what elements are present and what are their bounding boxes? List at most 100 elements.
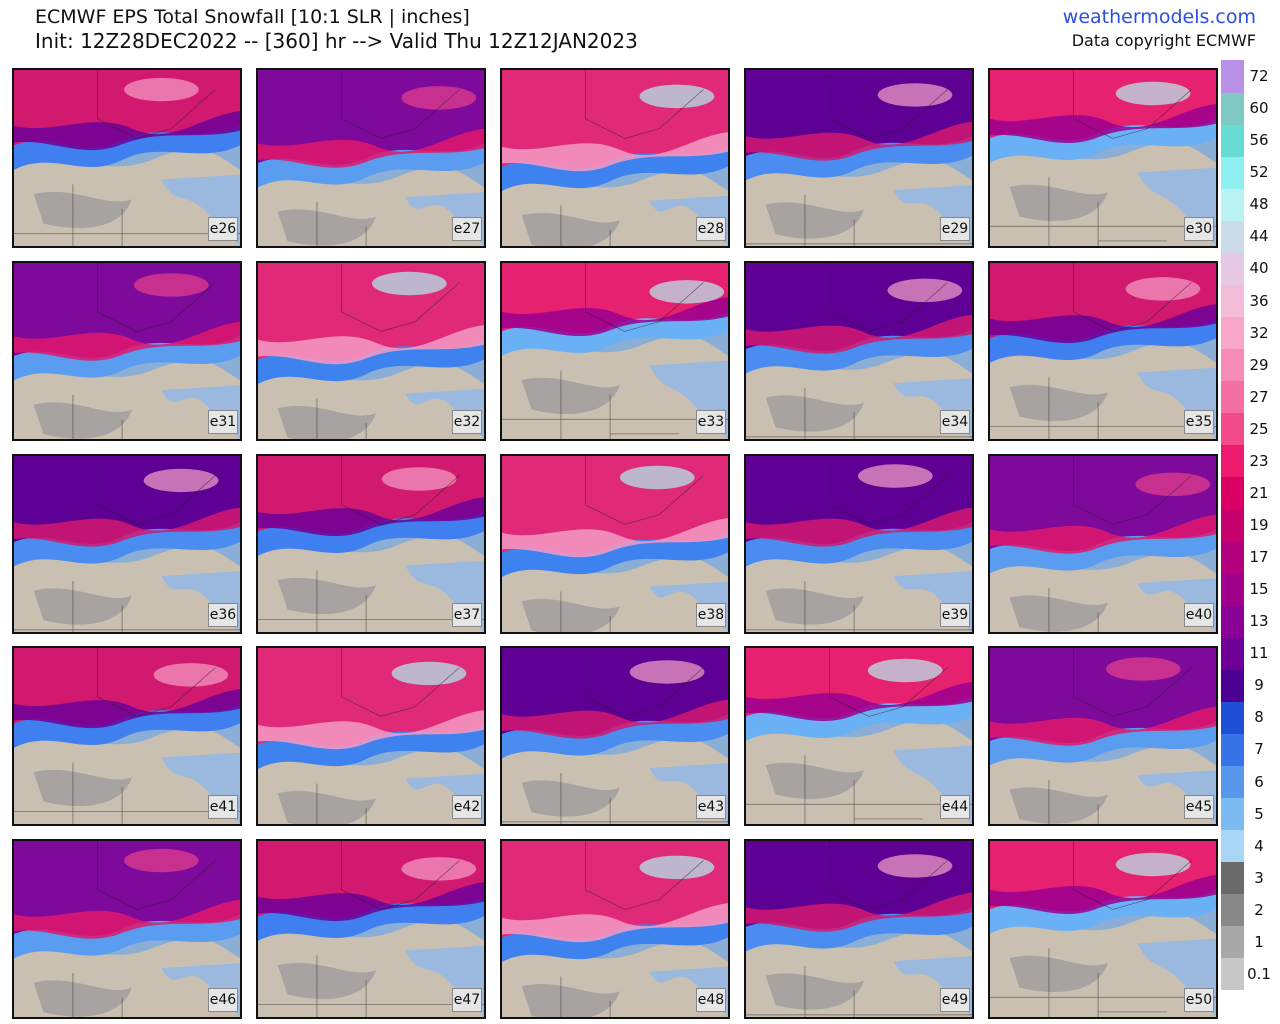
member-label: e32 bbox=[452, 410, 482, 434]
ensemble-member-panel: e42 bbox=[256, 646, 486, 826]
member-label: e40 bbox=[1184, 603, 1214, 627]
ensemble-member-panel: e49 bbox=[744, 839, 974, 1019]
colorbar-tick-label: 17 bbox=[1249, 548, 1269, 567]
colorbar-cell bbox=[1221, 476, 1244, 510]
colorbar-tick-label: 52 bbox=[1249, 163, 1269, 182]
member-label: e45 bbox=[1184, 795, 1214, 819]
colorbar-tick-label: 36 bbox=[1249, 291, 1269, 310]
colorbar-cell bbox=[1221, 669, 1244, 702]
colorbar-cell bbox=[1221, 412, 1244, 446]
ensemble-member-panel: e43 bbox=[500, 646, 730, 826]
colorbar-cell bbox=[1221, 829, 1244, 863]
colorbar-cell bbox=[1221, 765, 1244, 799]
member-label: e49 bbox=[940, 988, 970, 1012]
ensemble-member-panel: e41 bbox=[12, 646, 242, 826]
colorbar-tick-label: 44 bbox=[1249, 227, 1269, 246]
member-label: e29 bbox=[940, 217, 970, 241]
colorbar-tick-label: 40 bbox=[1249, 259, 1269, 278]
ensemble-member-panel: e46 bbox=[12, 839, 242, 1019]
colorbar-tick-label: 48 bbox=[1249, 195, 1269, 214]
colorbar-tick-label: 23 bbox=[1249, 451, 1269, 470]
colorbar-cell bbox=[1221, 508, 1244, 542]
colorbar-tick-label: 0.1 bbox=[1247, 964, 1271, 983]
colorbar-tick-label: 32 bbox=[1249, 323, 1269, 342]
colorbar-cell bbox=[1221, 573, 1244, 606]
colorbar-tick-label: 8 bbox=[1254, 708, 1264, 727]
ensemble-member-panel: e33 bbox=[500, 261, 730, 441]
colorbar-tick-label: 11 bbox=[1249, 644, 1269, 663]
ensemble-member-panel: e44 bbox=[744, 646, 974, 826]
member-label: e35 bbox=[1184, 410, 1214, 434]
colorbar-cell bbox=[1221, 60, 1244, 93]
member-label: e37 bbox=[452, 603, 482, 627]
colorbar-cell bbox=[1221, 637, 1244, 670]
member-label: e28 bbox=[696, 217, 726, 241]
member-label: e39 bbox=[940, 603, 970, 627]
colorbar-cell bbox=[1221, 733, 1244, 766]
member-label: e47 bbox=[452, 988, 482, 1012]
ensemble-member-panel: e38 bbox=[500, 454, 730, 634]
colorbar-tick-label: 60 bbox=[1249, 99, 1269, 118]
member-label: e41 bbox=[208, 795, 238, 819]
ensemble-member-panel: e50 bbox=[988, 839, 1218, 1019]
member-label: e50 bbox=[1184, 988, 1214, 1012]
member-label: e30 bbox=[1184, 217, 1214, 241]
colorbar-cell bbox=[1221, 893, 1244, 927]
ensemble-member-panel: e37 bbox=[256, 454, 486, 634]
colorbar-cell bbox=[1221, 444, 1244, 478]
colorbar-cell bbox=[1221, 252, 1244, 285]
ensemble-member-panel: e48 bbox=[500, 839, 730, 1019]
ensemble-member-panel: e34 bbox=[744, 261, 974, 441]
member-label: e38 bbox=[696, 603, 726, 627]
ensemble-member-panel: e29 bbox=[744, 68, 974, 248]
colorbar-tick-label: 13 bbox=[1249, 612, 1269, 631]
ensemble-member-panel: e35 bbox=[988, 261, 1218, 441]
colorbar-cell bbox=[1221, 220, 1244, 253]
ensemble-member-panel: e26 bbox=[12, 68, 242, 248]
colorbar-tick-label: 15 bbox=[1249, 580, 1269, 599]
colorbar-cell bbox=[1221, 92, 1244, 125]
colorbar-cell bbox=[1221, 605, 1244, 638]
colorbar-cell bbox=[1221, 124, 1244, 157]
chart-subtitle: Init: 12Z28DEC2022 -- [360] hr --> Valid… bbox=[35, 29, 638, 53]
ensemble-member-panel: e28 bbox=[500, 68, 730, 248]
colorbar-cell bbox=[1221, 861, 1244, 895]
colorbar-tick-label: 5 bbox=[1254, 804, 1264, 823]
ensemble-member-panel: e45 bbox=[988, 646, 1218, 826]
member-label: e31 bbox=[208, 410, 238, 434]
member-label: e46 bbox=[208, 988, 238, 1012]
member-label: e26 bbox=[208, 217, 238, 241]
site-link[interactable]: weathermodels.com bbox=[1062, 6, 1256, 28]
colorbar-cell bbox=[1221, 541, 1244, 574]
colorbar-cell bbox=[1221, 284, 1244, 318]
colorbar-tick-label: 21 bbox=[1249, 483, 1269, 502]
member-label: e34 bbox=[940, 410, 970, 434]
ensemble-member-panel: e36 bbox=[12, 454, 242, 634]
colorbar-tick-label: 1 bbox=[1254, 932, 1264, 951]
colorbar-tick-label: 6 bbox=[1254, 772, 1264, 791]
member-label: e27 bbox=[452, 217, 482, 241]
ensemble-member-panel: e32 bbox=[256, 261, 486, 441]
colorbar-cell bbox=[1221, 188, 1244, 221]
colorbar-cell bbox=[1221, 156, 1244, 189]
colorbar-tick-label: 3 bbox=[1254, 868, 1264, 887]
snowfall-colorbar bbox=[1221, 60, 1244, 991]
ensemble-member-panel: e30 bbox=[988, 68, 1218, 248]
colorbar-cell bbox=[1221, 316, 1244, 350]
colorbar-tick-label: 19 bbox=[1249, 516, 1269, 534]
member-label: e36 bbox=[208, 603, 238, 627]
colorbar-tick-label: 7 bbox=[1254, 740, 1264, 759]
colorbar-cell bbox=[1221, 925, 1244, 959]
member-label: e44 bbox=[940, 795, 970, 819]
colorbar-tick-label: 9 bbox=[1254, 676, 1264, 695]
colorbar-cell bbox=[1221, 701, 1244, 734]
member-label: e42 bbox=[452, 795, 482, 819]
member-label: e48 bbox=[696, 988, 726, 1012]
ensemble-member-panel: e31 bbox=[12, 261, 242, 441]
ensemble-member-panel: e39 bbox=[744, 454, 974, 634]
colorbar-tick-label: 27 bbox=[1249, 387, 1269, 406]
member-label: e33 bbox=[696, 410, 726, 434]
colorbar-tick-label: 4 bbox=[1254, 836, 1264, 855]
colorbar-tick-label: 72 bbox=[1249, 67, 1269, 86]
ensemble-member-panel: e40 bbox=[988, 454, 1218, 634]
